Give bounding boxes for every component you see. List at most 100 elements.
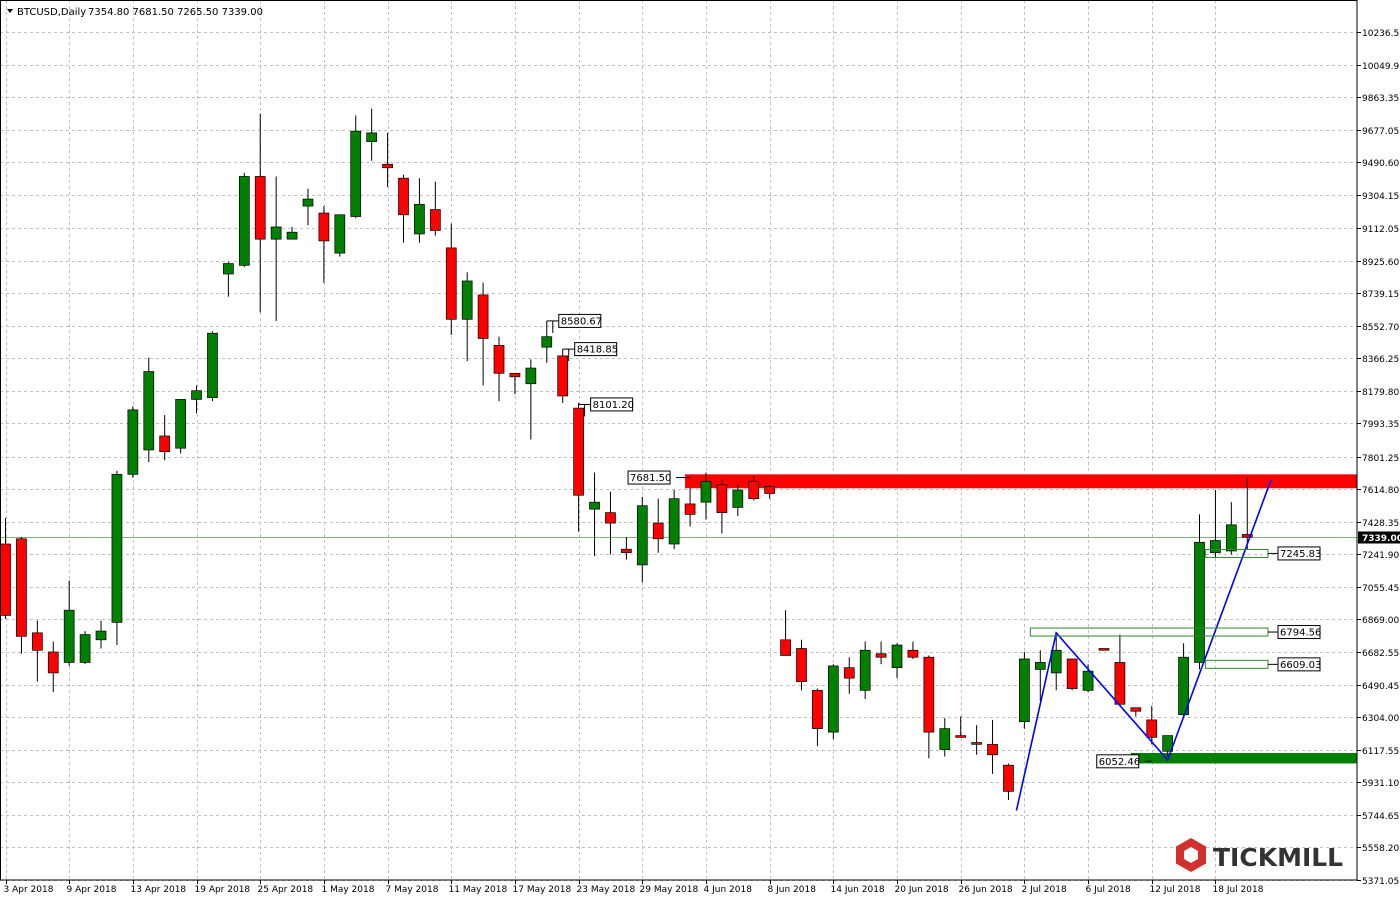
candle-body-bear: [574, 408, 584, 495]
candle-body-bull: [701, 481, 711, 502]
candle-body-bear: [1067, 659, 1077, 689]
y-tick-label: 9677.05: [1362, 127, 1399, 137]
candle-body-bull: [176, 399, 186, 448]
candle-body-bull: [1210, 541, 1220, 553]
candle-body-bear: [797, 649, 807, 682]
candle: [239, 173, 249, 267]
candle-body-bull: [1019, 659, 1029, 722]
candle-body-bear: [510, 373, 520, 376]
x-tick-label: 14 Jun 2018: [831, 885, 885, 895]
candle: [80, 631, 90, 664]
x-tick-label: 29 May 2018: [640, 885, 699, 895]
candle-body-bull: [860, 650, 870, 690]
candle-body-bull: [287, 232, 297, 239]
x-tick-label: 8 Jun 2018: [768, 885, 817, 895]
candle-body-bull: [1226, 525, 1236, 551]
candle-body-bull: [733, 490, 743, 507]
y-tick-label: 8552.70: [1362, 323, 1399, 333]
candle-body-bear: [988, 744, 998, 754]
resistance-zone: [685, 474, 1357, 488]
candle-body-bear: [685, 504, 695, 514]
x-tick-label: 1 May 2018: [322, 885, 375, 895]
chart-header: BTCUSD,Daily 7354.80 7681.50 7265.50 733…: [7, 7, 263, 18]
candle: [828, 664, 838, 739]
x-tick-label: 26 Jun 2018: [959, 885, 1013, 895]
price-label-text: 8580.67: [561, 316, 602, 327]
candle-body-bull: [669, 499, 679, 544]
candle-body-bear: [478, 295, 488, 339]
candle: [860, 642, 870, 699]
y-tick-label: 5744.65: [1362, 812, 1399, 822]
x-tick-label: 7 May 2018: [386, 885, 439, 895]
y-tick-label: 5931.10: [1362, 779, 1399, 789]
y-tick-label: 6869.00: [1362, 616, 1399, 626]
price-label-text: 6609.03: [1280, 660, 1321, 671]
x-tick-label: 9 Apr 2018: [67, 885, 117, 895]
x-tick-label: 13 Apr 2018: [131, 885, 187, 895]
candle-body-bull: [303, 199, 313, 206]
price-label-text: 7681.50: [630, 473, 671, 484]
candle-body-bull: [1195, 542, 1205, 662]
y-tick-label: 8366.25: [1362, 355, 1399, 365]
y-tick-label: 7801.25: [1362, 454, 1399, 464]
candle-body-bull: [892, 645, 902, 668]
candle-body-bull: [96, 631, 106, 640]
y-tick-label: 7993.35: [1362, 420, 1399, 430]
x-tick-label: 17 May 2018: [513, 885, 572, 895]
x-tick-label: 12 Jul 2018: [1150, 885, 1201, 895]
y-tick-label: 7428.35: [1362, 519, 1399, 529]
candle-body-bull: [940, 729, 950, 750]
candle-body-bear: [844, 668, 854, 678]
candle: [558, 349, 568, 403]
price-label-text: 8101.20: [593, 400, 634, 411]
candle-body-bear: [605, 513, 615, 523]
candle-body-bull: [128, 410, 138, 474]
candle: [112, 471, 122, 645]
y-tick-label: 5558.20: [1362, 844, 1399, 854]
candle-body-bear: [908, 650, 918, 657]
x-tick-label: 4 Jun 2018: [704, 885, 753, 895]
candle-body-bear: [32, 633, 42, 650]
candle: [669, 490, 679, 549]
candle-body-bull: [112, 474, 122, 622]
price-label-text: 6794.56: [1280, 628, 1321, 639]
candle-body-bear: [1099, 649, 1109, 651]
x-tick-label: 25 Apr 2018: [258, 885, 314, 895]
y-tick-label: 6490.45: [1362, 682, 1399, 692]
candle-body-bear: [1003, 765, 1013, 791]
candle: [351, 115, 361, 218]
y-tick-label: 8739.15: [1362, 290, 1399, 300]
price-label-text: 8418.85: [577, 345, 618, 356]
candle-body-bull: [335, 215, 345, 253]
candle-body-bear: [399, 178, 409, 215]
candle-body-bear: [160, 436, 170, 452]
candle: [144, 358, 154, 463]
candle-body-bear: [1147, 720, 1157, 737]
candle-body-bear: [765, 487, 775, 494]
candle: [1067, 659, 1077, 690]
candle-body-bull: [367, 133, 377, 142]
candle-body-bull: [542, 337, 552, 347]
candle-body-bull: [526, 368, 536, 384]
candle-body-bear: [717, 485, 727, 513]
x-tick-label: 6 Jul 2018: [1086, 885, 1131, 895]
symbol-label: BTCUSD,Daily: [17, 7, 86, 18]
candle-body-bear: [781, 640, 791, 656]
ohlc-readout: 7354.80 7681.50 7265.50 7339.00: [88, 7, 263, 18]
candle: [16, 537, 26, 654]
candle-body-bear: [446, 248, 456, 319]
x-tick-label: 11 May 2018: [449, 885, 508, 895]
candle-body-bear: [924, 657, 934, 732]
candle-body-bear: [972, 743, 982, 745]
candle-body-bear: [876, 654, 886, 657]
candle-body-bull: [637, 506, 647, 565]
candle-body-bear: [430, 210, 440, 231]
x-tick-label: 2 Jul 2018: [1022, 885, 1067, 895]
candle-body-bull: [462, 281, 472, 319]
candle: [176, 399, 186, 453]
y-tick-label: 8179.80: [1362, 388, 1399, 398]
candle-body-bear: [494, 345, 504, 373]
y-tick-label: 6117.55: [1362, 747, 1399, 757]
candle-body-bear: [1131, 708, 1141, 711]
